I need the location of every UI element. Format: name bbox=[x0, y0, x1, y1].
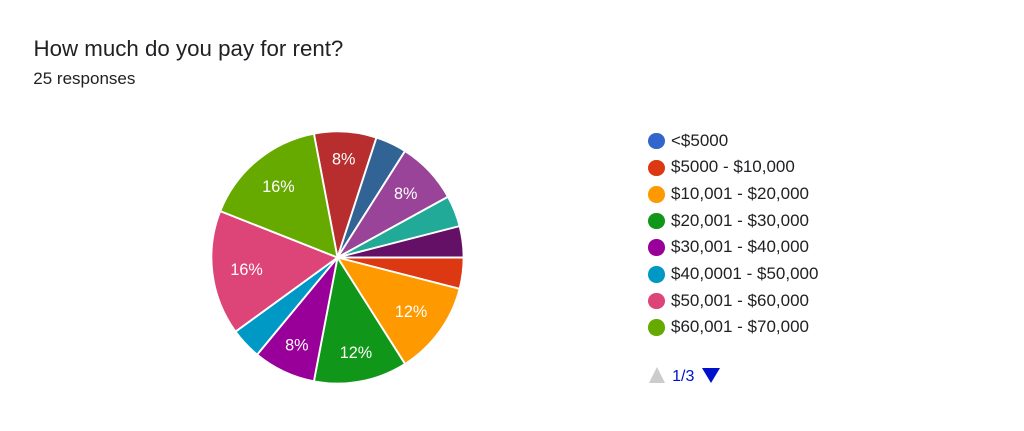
svg-text:8%: 8% bbox=[285, 336, 308, 354]
svg-text:16%: 16% bbox=[230, 261, 262, 279]
svg-text:12%: 12% bbox=[340, 344, 372, 362]
svg-text:8%: 8% bbox=[332, 150, 355, 168]
svg-text:8%: 8% bbox=[394, 185, 417, 203]
svg-text:16%: 16% bbox=[262, 178, 294, 196]
svg-text:12%: 12% bbox=[395, 303, 427, 321]
